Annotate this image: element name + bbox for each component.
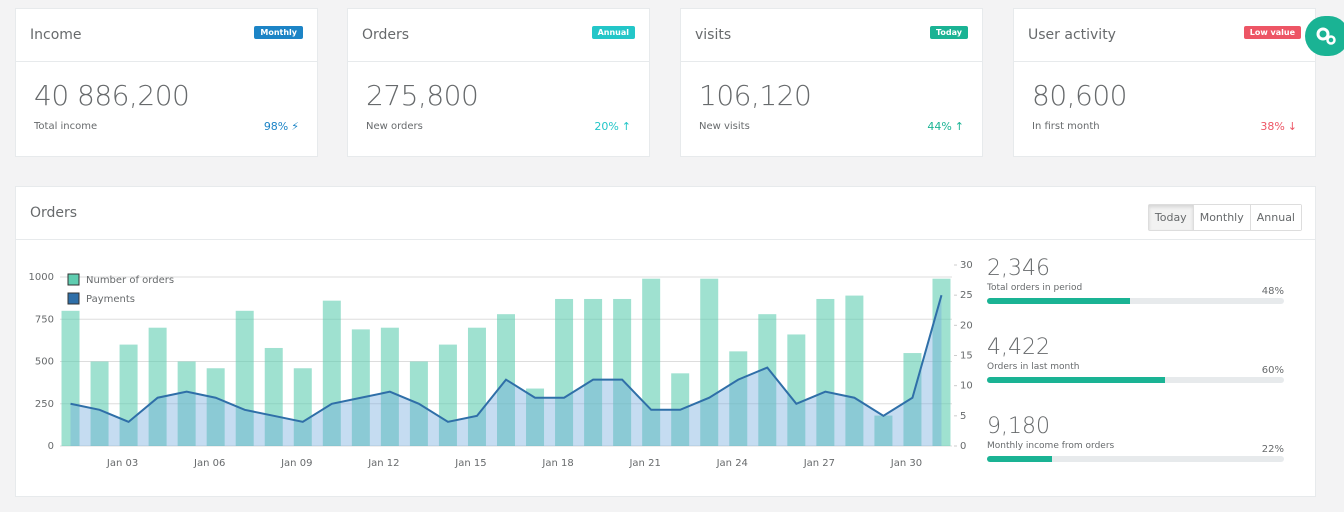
stat-label: Monthly income from orders <box>987 441 1115 451</box>
card-header: User activity Low value <box>1014 9 1315 62</box>
stat-label: Total orders in period <box>987 283 1083 293</box>
stat-card: visits Today 106,120 New visits 44% ↑ <box>680 8 983 157</box>
tab[interactable]: Monthly <box>1192 205 1250 230</box>
panel-header: Orders Today Monthly Annual <box>16 187 1315 240</box>
card-title: User activity <box>1028 27 1116 43</box>
card-percent: 20% ↑ <box>594 120 631 133</box>
stat-card: Orders Annual 275,800 New orders 20% ↑ <box>347 8 650 157</box>
card-caption: Total income <box>34 121 98 132</box>
stat-block: 9,180 Monthly income from orders 22% <box>987 414 1284 462</box>
progress-track <box>987 298 1284 304</box>
card-value: 275,800 <box>366 79 479 112</box>
card-header: visits Today <box>681 9 982 62</box>
tab-group: Today Monthly Annual <box>1147 204 1302 231</box>
card-caption: New visits <box>699 121 750 132</box>
percent-icon: ↑ <box>954 120 964 133</box>
card-title: Orders <box>362 27 410 43</box>
badge: Low value <box>1243 26 1301 39</box>
percent-icon: ↓ <box>1287 120 1297 133</box>
progress-bar <box>987 456 1053 462</box>
badge: Today <box>930 26 968 39</box>
progress-track <box>987 456 1284 462</box>
card-percent: 38% ↓ <box>1260 120 1297 133</box>
progress-bar <box>987 377 1166 383</box>
stat-card: Income Monthly 40 886,200 Total income 98% ⚡ <box>15 8 318 157</box>
tab[interactable]: Annual <box>1249 205 1301 230</box>
tab[interactable]: Today <box>1148 205 1193 230</box>
stat-value: 4,422 <box>987 335 1050 360</box>
progress-bar <box>987 298 1130 304</box>
percent-icon: ↑ <box>621 120 631 133</box>
stat-block: 2,346 Total orders in period 48% <box>987 256 1284 304</box>
percent-text: 38% <box>1260 120 1285 133</box>
settings-button[interactable] <box>1305 16 1344 56</box>
stat-card: User activity Low value 80,600 In first mon… <box>1013 8 1316 157</box>
badge: Annual <box>591 26 635 39</box>
stat-label: Orders in last month <box>987 362 1080 372</box>
card-header: Orders Annual <box>348 9 649 62</box>
card-value: 106,120 <box>699 79 812 112</box>
stat-block: 4,422 Orders in last month 60% <box>987 335 1284 383</box>
card-title: visits <box>695 27 732 43</box>
card-percent: 44% ↑ <box>927 120 964 133</box>
card-caption: New orders <box>366 121 423 132</box>
stat-percent: 48% <box>1261 286 1284 297</box>
card-header: Income Monthly <box>16 9 317 62</box>
card-percent: 98% ⚡ <box>264 120 299 133</box>
stat-percent: 60% <box>1261 365 1284 376</box>
stat-value: 9,180 <box>987 414 1050 439</box>
card-value: 80,600 <box>1032 79 1127 112</box>
percent-text: 98% <box>263 120 289 133</box>
percent-text: 44% <box>927 120 952 133</box>
card-value: 40 886,200 <box>34 79 190 112</box>
panel-title: Orders <box>30 205 78 221</box>
settings-icon <box>1316 27 1336 45</box>
percent-text: 20% <box>594 120 619 133</box>
badge: Monthly <box>254 26 303 39</box>
progress-track <box>987 377 1284 383</box>
stat-percent: 22% <box>1261 444 1284 455</box>
stat-value: 2,346 <box>987 256 1050 281</box>
card-caption: In first month <box>1032 121 1100 132</box>
percent-icon: ⚡ <box>291 120 299 133</box>
card-title: Income <box>30 27 82 43</box>
